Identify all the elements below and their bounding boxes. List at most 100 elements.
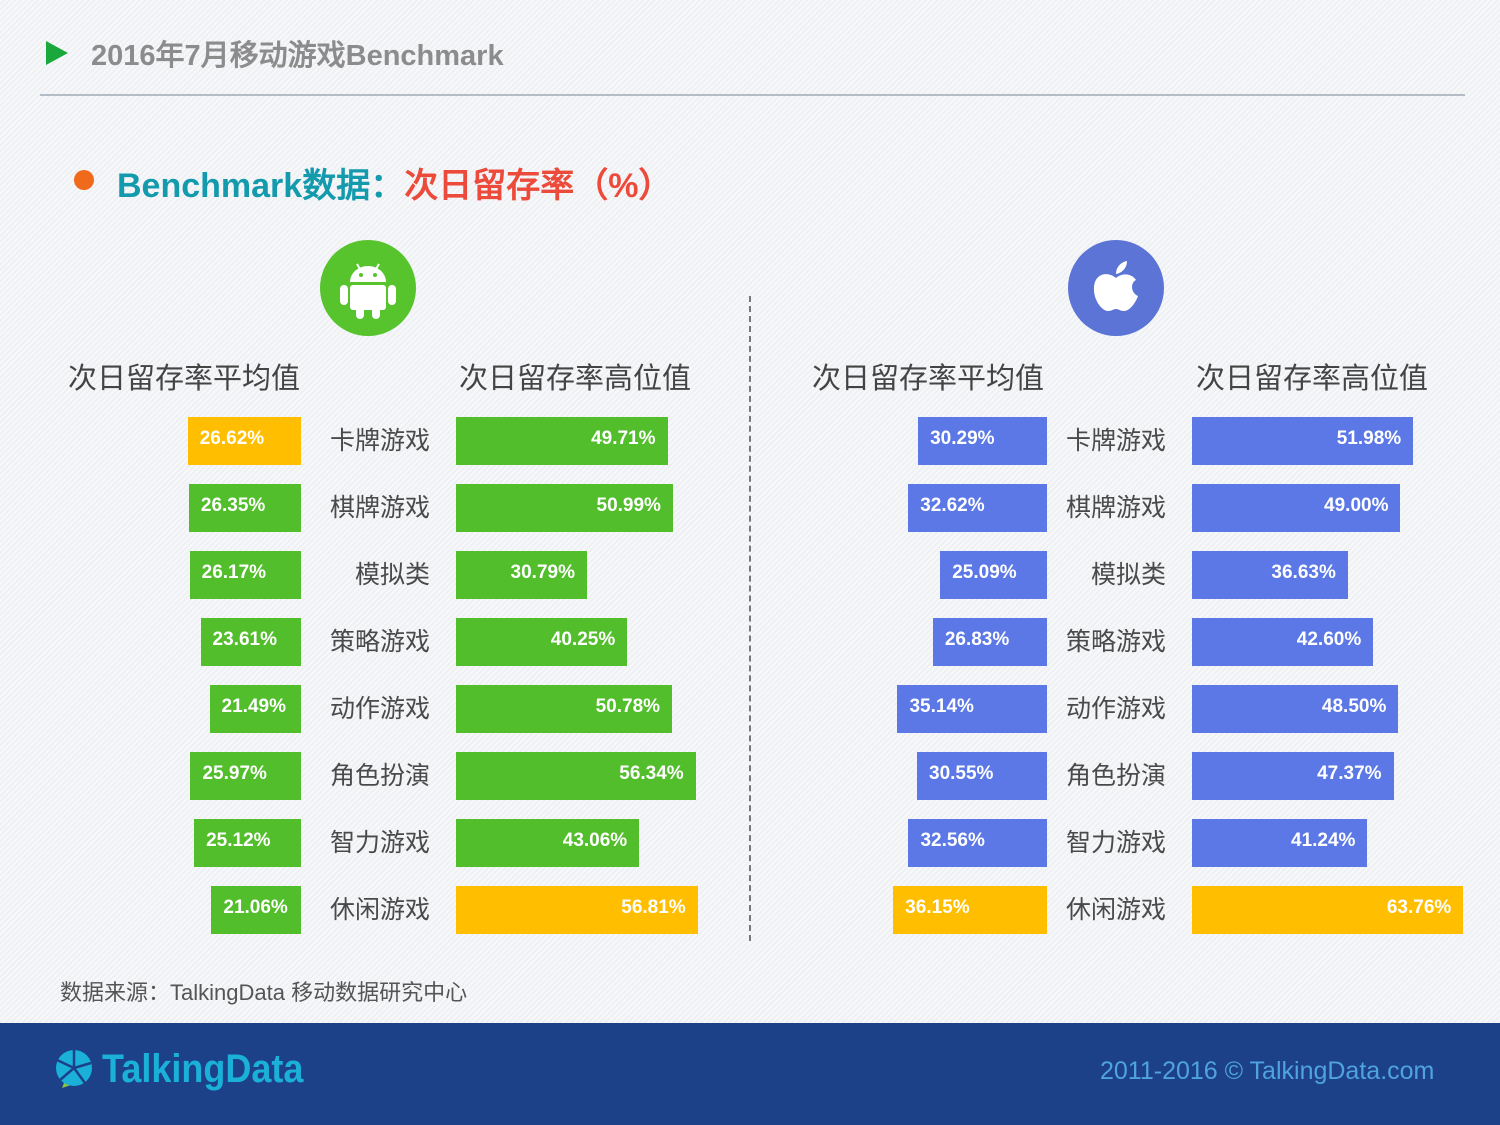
avg-bar-value: 25.12% bbox=[206, 830, 271, 851]
category-label: 智力游戏 bbox=[329, 829, 430, 857]
high-bar: 42.60% bbox=[1192, 618, 1374, 666]
category-label: 棋牌游戏 bbox=[329, 494, 430, 522]
avg-bar: 26.62% bbox=[187, 417, 301, 465]
high-bar-value: 50.78% bbox=[595, 696, 661, 717]
footer-logo-text: TalkingData bbox=[102, 1047, 304, 1091]
high-bar-value: 49.00% bbox=[1324, 495, 1389, 516]
android-high-header: 次日留存率高位值 bbox=[459, 363, 692, 395]
avg-bar-value: 36.15% bbox=[905, 897, 970, 918]
apple-icon bbox=[1068, 240, 1164, 336]
avg-bar-value: 23.61% bbox=[212, 629, 277, 650]
avg-bar: 23.61% bbox=[200, 618, 301, 666]
subtitle-text: Benchmark数据：次日留存率（%） bbox=[117, 158, 672, 207]
high-bar-value: 51.98% bbox=[1336, 428, 1402, 449]
high-bar: 49.00% bbox=[1192, 484, 1401, 532]
subtitle-part1: Benchmark数据： bbox=[117, 167, 405, 205]
avg-bar: 30.55% bbox=[917, 752, 1047, 800]
category-label: 模拟类 bbox=[354, 561, 430, 589]
avg-bar-value: 25.09% bbox=[952, 562, 1017, 583]
avg-bar-value: 26.62% bbox=[199, 428, 265, 449]
category-label: 角色扮演 bbox=[1065, 762, 1166, 790]
play-triangle-icon bbox=[46, 41, 68, 65]
avg-bar: 21.49% bbox=[209, 685, 301, 733]
high-bar: 40.25% bbox=[456, 618, 628, 666]
talkingdata-logo-icon bbox=[56, 1050, 92, 1088]
high-bar: 63.76% bbox=[1192, 886, 1464, 934]
avg-bar: 25.12% bbox=[194, 819, 301, 867]
avg-bar: 32.56% bbox=[908, 819, 1047, 867]
avg-bar: 30.29% bbox=[918, 417, 1047, 465]
high-bar: 36.63% bbox=[1192, 551, 1348, 599]
category-label: 动作游戏 bbox=[1065, 695, 1166, 723]
avg-bar-value: 25.97% bbox=[202, 763, 267, 784]
avg-bar: 26.83% bbox=[932, 618, 1047, 666]
high-bar-value: 41.24% bbox=[1291, 830, 1356, 851]
high-bar: 56.34% bbox=[456, 752, 696, 800]
high-bar: 48.50% bbox=[1192, 685, 1399, 733]
data-source-note: 数据来源：TalkingData 移动数据研究中心 bbox=[60, 980, 468, 1005]
header-divider bbox=[40, 94, 1465, 96]
high-bar: 51.98% bbox=[1192, 417, 1414, 465]
high-bar-value: 42.60% bbox=[1296, 629, 1362, 650]
avg-bar-value: 30.29% bbox=[930, 428, 995, 449]
avg-bar-value: 21.06% bbox=[223, 897, 288, 918]
high-bar-value: 48.50% bbox=[1321, 696, 1387, 717]
category-label: 动作游戏 bbox=[329, 695, 430, 723]
avg-bar: 35.14% bbox=[897, 685, 1047, 733]
category-label: 模拟类 bbox=[1090, 561, 1166, 589]
avg-bar: 25.09% bbox=[940, 551, 1047, 599]
subtitle-part2: 次日留存率（%） bbox=[404, 167, 673, 205]
category-label: 休闲游戏 bbox=[329, 896, 430, 924]
footer-bar bbox=[0, 1023, 1500, 1125]
high-bar-value: 56.81% bbox=[621, 897, 686, 918]
high-bar: 50.78% bbox=[456, 685, 673, 733]
category-label: 棋牌游戏 bbox=[1065, 494, 1166, 522]
page-title: 2016年7月移动游戏Benchmark bbox=[91, 40, 504, 72]
android-icon bbox=[320, 240, 416, 336]
category-label: 策略游戏 bbox=[1065, 628, 1166, 656]
ios-high-header: 次日留存率高位值 bbox=[1196, 363, 1429, 395]
avg-bar-value: 32.56% bbox=[920, 830, 985, 851]
footer-copyright: 2011-2016 © TalkingData.com bbox=[1100, 1057, 1435, 1085]
category-label: 休闲游戏 bbox=[1065, 896, 1166, 924]
high-bar-value: 49.71% bbox=[591, 428, 656, 449]
avg-bar-value: 26.17% bbox=[201, 562, 267, 583]
high-bar: 50.99% bbox=[456, 484, 673, 532]
avg-bar-value: 30.55% bbox=[929, 763, 994, 784]
high-bar-value: 43.06% bbox=[562, 830, 628, 851]
avg-bar: 32.62% bbox=[908, 484, 1047, 532]
avg-bar: 26.35% bbox=[188, 484, 301, 532]
avg-bar-value: 26.83% bbox=[944, 629, 1010, 650]
ios-avg-header: 次日留存率平均值 bbox=[812, 363, 1045, 395]
high-bar: 56.81% bbox=[456, 886, 698, 934]
avg-bar: 21.06% bbox=[211, 886, 301, 934]
page-header: 2016年7月移动游戏Benchmark bbox=[0, 0, 1500, 100]
category-label: 策略游戏 bbox=[329, 628, 430, 656]
avg-bar-value: 35.14% bbox=[909, 696, 974, 717]
high-bar: 43.06% bbox=[456, 819, 640, 867]
high-bar: 47.37% bbox=[1192, 752, 1394, 800]
category-label: 卡牌游戏 bbox=[329, 427, 430, 455]
category-label: 智力游戏 bbox=[1065, 829, 1166, 857]
high-bar-value: 40.25% bbox=[550, 629, 616, 650]
avg-bar: 25.97% bbox=[190, 752, 301, 800]
avg-bar: 36.15% bbox=[893, 886, 1047, 934]
high-bar-value: 36.63% bbox=[1271, 562, 1336, 583]
high-bar: 30.79% bbox=[456, 551, 587, 599]
high-bar-value: 50.99% bbox=[596, 495, 661, 516]
category-label: 卡牌游戏 bbox=[1065, 427, 1166, 455]
category-label: 角色扮演 bbox=[329, 762, 430, 790]
high-bar: 49.71% bbox=[456, 417, 668, 465]
high-bar-value: 63.76% bbox=[1386, 897, 1452, 918]
avg-bar-value: 26.35% bbox=[200, 495, 266, 516]
high-bar-value: 47.37% bbox=[1317, 763, 1382, 784]
avg-bar-value: 32.62% bbox=[920, 495, 985, 516]
platform-divider bbox=[749, 296, 751, 941]
high-bar-value: 56.34% bbox=[619, 763, 684, 784]
avg-bar: 26.17% bbox=[189, 551, 301, 599]
high-bar-value: 30.79% bbox=[510, 562, 575, 583]
android-avg-header: 次日留存率平均值 bbox=[68, 363, 301, 395]
high-bar: 41.24% bbox=[1192, 819, 1368, 867]
bullet-dot-icon bbox=[74, 170, 94, 190]
avg-bar-value: 21.49% bbox=[221, 696, 286, 717]
